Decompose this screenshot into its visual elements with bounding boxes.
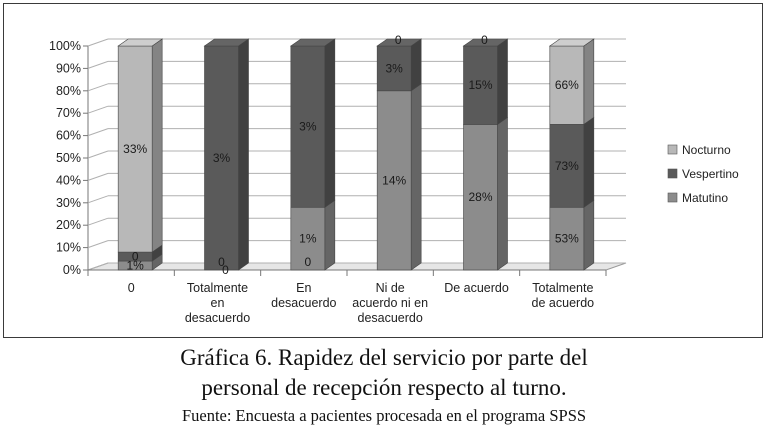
legend-swatch	[667, 144, 678, 155]
y-tick-label: 40%	[56, 173, 81, 187]
bar-segment-side	[497, 116, 508, 271]
data-label: 73%	[555, 159, 579, 173]
y-tick-label: 20%	[56, 218, 81, 232]
legend-swatch	[667, 168, 678, 179]
bar-segment	[117, 45, 153, 253]
gridline-diagonal	[87, 38, 109, 47]
x-tick-label: Totalmente	[532, 281, 593, 295]
x-tick-label: desacuerdo	[271, 296, 336, 310]
bar-segment-side	[238, 38, 249, 271]
data-label: 3%	[299, 120, 317, 134]
y-tick-label: 30%	[56, 196, 81, 210]
gridline-diagonal	[87, 240, 109, 249]
bar-segment-side	[151, 38, 163, 253]
gridline-diagonal	[87, 105, 109, 114]
data-label: 0	[222, 263, 229, 277]
caption-title-line-1: Gráfica 6. Rapidez del servicio por part…	[180, 345, 588, 370]
x-tick-label: desacuerdo	[185, 311, 250, 325]
gridline-diagonal	[87, 128, 109, 137]
bar-segment-side	[410, 38, 422, 92]
bar-top-face	[289, 38, 336, 47]
x-tick-label: En	[296, 281, 311, 295]
bar-segment	[549, 206, 585, 271]
x-tick-label: 0	[128, 281, 135, 295]
gridline-diagonal	[87, 195, 109, 204]
bar-top-face	[117, 38, 164, 47]
caption-source: Fuente: Encuesta a pacientes procesada e…	[181, 406, 587, 425]
x-tick-label: en	[211, 296, 225, 310]
bar-top-face	[548, 38, 595, 47]
y-tick-label: 100%	[49, 39, 81, 53]
y-tick-label: 10%	[56, 241, 81, 255]
bar-segment-side	[583, 38, 595, 125]
legend-label: Matutino	[682, 191, 728, 205]
x-tick-label: De acuerdo	[444, 281, 509, 295]
bar-top-face	[462, 38, 509, 47]
gridline-diagonal	[87, 262, 109, 271]
y-tick-label: 0%	[63, 263, 81, 277]
data-label: 14%	[382, 173, 406, 187]
gridline-diagonal	[87, 150, 109, 159]
y-tick-label: 80%	[56, 84, 81, 98]
gridline-diagonal	[87, 172, 109, 181]
gridline-diagonal	[87, 83, 109, 92]
data-label: 66%	[555, 78, 579, 92]
data-label: 15%	[468, 78, 492, 92]
data-label: 1%	[126, 259, 144, 273]
data-label: 28%	[468, 190, 492, 204]
data-label: 0	[218, 255, 225, 269]
bar-segment-side	[583, 116, 595, 208]
bar-segment	[290, 45, 326, 208]
bar-segment	[290, 206, 326, 271]
y-tick-label: 90%	[56, 61, 81, 75]
bar-segment	[549, 45, 585, 125]
data-label: 0	[132, 250, 139, 264]
x-tick-label: acuerdo ni en	[352, 296, 428, 310]
bar-top-face	[376, 38, 423, 47]
bar-segment-side	[324, 38, 336, 208]
data-label: 1%	[299, 232, 317, 246]
data-label: 0	[395, 33, 402, 47]
data-label: 53%	[555, 232, 579, 246]
y-tick-label: 70%	[56, 106, 81, 120]
x-tick-label: desacuerdo	[358, 311, 423, 325]
x-tick-label: de acuerdo	[532, 296, 595, 310]
bar-top-face	[203, 38, 250, 47]
legend-swatch	[667, 192, 678, 203]
x-tick-label: Ni de	[376, 281, 405, 295]
bar-segment-side	[324, 199, 336, 271]
data-label: 0	[481, 33, 488, 47]
data-label: 3%	[213, 151, 231, 165]
x-tick-label: Totalmente	[187, 281, 248, 295]
caption-title-line-2: personal de recepción respecto al turno.	[201, 375, 567, 400]
gridline-diagonal	[87, 217, 109, 226]
bar-segment-side	[583, 199, 595, 271]
data-label: 0	[304, 255, 311, 269]
legend-label: Vespertino	[682, 167, 739, 181]
chart-floor	[87, 262, 627, 271]
data-label: 33%	[123, 142, 147, 156]
y-tick-label: 50%	[56, 151, 81, 165]
legend-label: Nocturno	[682, 143, 731, 157]
bar-segment-side	[497, 38, 508, 125]
y-tick-label: 60%	[56, 129, 81, 143]
bar-segment	[463, 45, 498, 125]
gridline-diagonal	[87, 60, 109, 69]
bar-segment-side	[410, 83, 422, 271]
bar-segment	[376, 90, 412, 271]
data-label: 3%	[385, 61, 403, 75]
